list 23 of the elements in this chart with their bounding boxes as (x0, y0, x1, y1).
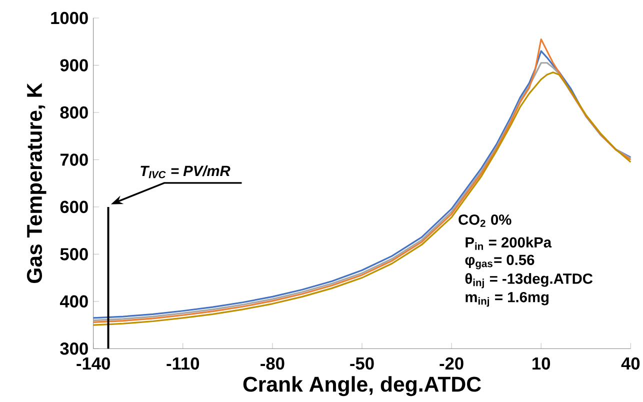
annotation: T$_{IVC}$ = PV/mR (140, 165, 230, 178)
annotation: P$_{in}$ = 200kPa (466, 236, 552, 250)
x-tick-label: 10 (532, 357, 550, 370)
x-tick-label: -20 (440, 357, 464, 370)
x-tick-label: 40 (621, 357, 640, 370)
x-axis-title: Crank Angle, deg.ATDC (243, 376, 481, 396)
y-tick-label: 400 (60, 295, 88, 308)
annotation: θ$_{inj}$ = -13deg.ATDC (465, 273, 593, 288)
y-axis-title: Gas Temperature, K (26, 82, 46, 284)
x-tick-label: -110 (166, 357, 200, 370)
y-tick-label: 500 (60, 248, 88, 260)
y-tick-label: 600 (60, 200, 88, 214)
y-tick-label: 900 (60, 59, 88, 72)
x-tick-label: -50 (350, 357, 374, 370)
y-tick-label: 300 (60, 342, 88, 355)
y-tick-label: 700 (60, 154, 88, 166)
y-tick-label: 800 (60, 106, 88, 119)
annotation: φ$_{gas}$= 0.56 (465, 254, 534, 270)
annotation: m$_{inj}$ = 1.6mg (466, 292, 548, 307)
y-tick-label: 1000 (51, 12, 88, 24)
x-tick-label: -80 (260, 357, 284, 370)
annotation: CO$_{2}$ 0% (458, 214, 512, 227)
x-tick-label: -140 (76, 357, 110, 370)
